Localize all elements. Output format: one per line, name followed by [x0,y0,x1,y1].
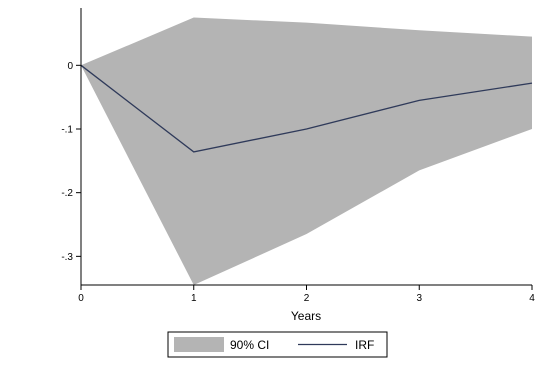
y-tick-label: -.3 [61,252,73,263]
x-tick-label: 2 [304,293,310,304]
x-tick-label: 0 [78,293,84,304]
y-tick-label: 0 [67,61,73,72]
x-tick-label: 1 [191,293,197,304]
ci-band-area [81,17,532,285]
legend-ci-swatch [174,337,224,352]
x-axis-ticks: 0 1 2 3 4 [78,285,535,304]
x-tick-label: 4 [529,293,535,304]
irf-series-line [80,64,533,153]
legend-irf-label: IRF [355,338,374,352]
legend-ci-label: 90% CI [230,338,269,352]
plot-area [80,17,533,285]
legend: 90% CI IRF [167,331,388,358]
y-tick-label: -.1 [61,124,73,135]
x-axis-title: Years [291,309,321,323]
y-tick-label: -.2 [61,188,73,199]
x-tick-label: 3 [416,293,422,304]
y-axis-ticks: 0 -.1 -.2 -.3 [61,61,81,263]
